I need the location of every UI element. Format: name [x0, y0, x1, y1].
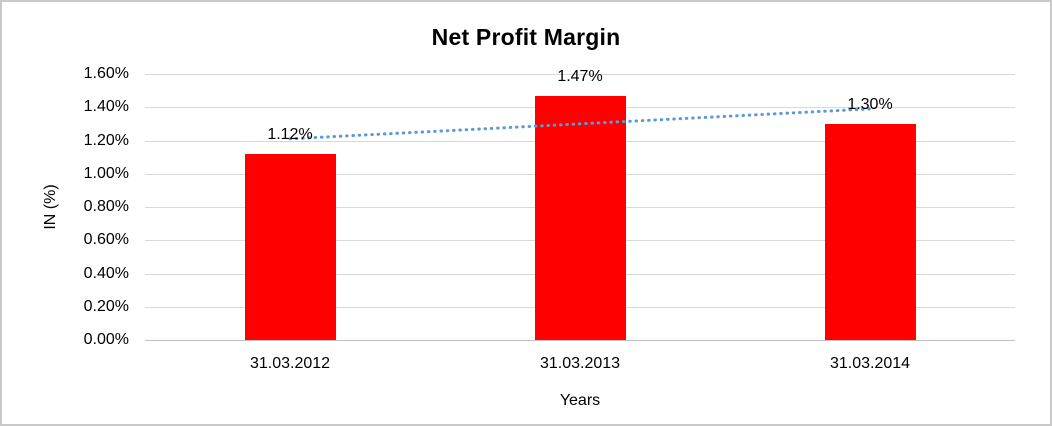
y-tick-label: 0.20% [83, 297, 129, 315]
trendline [288, 107, 872, 141]
x-tick-label: 31.03.2012 [249, 355, 331, 372]
chart-title: Net Profit Margin [431, 24, 621, 50]
data-label: 1.47% [557, 67, 603, 85]
y-tick-label: 1.60% [83, 65, 129, 82]
y-tick-label: 0.60% [83, 231, 129, 249]
y-tick-label: 1.40% [83, 98, 129, 116]
bar-31.03.2014 [824, 123, 916, 340]
x-tick-label: 31.03.2014 [829, 355, 911, 372]
data-label: 1.30% [847, 95, 893, 113]
bar-31.03.2012 [244, 153, 336, 340]
y-tick-label: 1.00% [83, 164, 129, 182]
y-tick-label: 1.20% [83, 131, 129, 149]
y-axis-title: IN (%) [42, 184, 59, 230]
y-tick-label: 0.00% [83, 331, 129, 348]
trendline-dotted [288, 107, 872, 141]
x-axis-title: Years [559, 392, 601, 409]
x-tick-label: 31.03.2013 [539, 355, 621, 372]
bar-31.03.2013 [534, 95, 626, 340]
gridline [145, 74, 1015, 75]
y-tick-label: 0.40% [83, 264, 129, 282]
plot-area: 1.12% 1.47% 1.30% [145, 68, 1015, 341]
x-axis-line [145, 340, 1015, 341]
y-tick-label: 0.80% [83, 198, 129, 215]
data-label: 1.12% [267, 125, 313, 143]
